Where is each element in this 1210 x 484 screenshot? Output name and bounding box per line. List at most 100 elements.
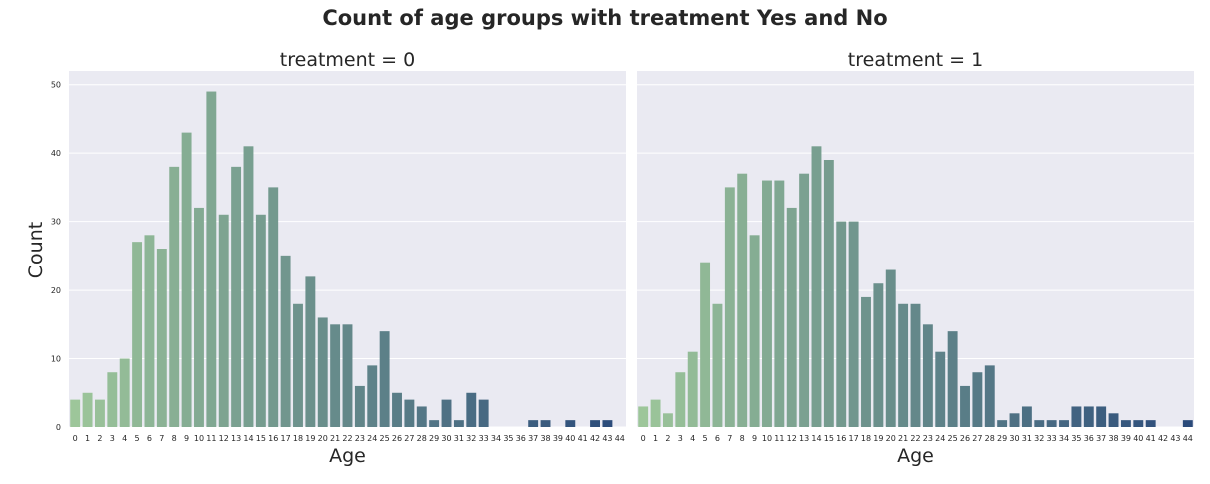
figure-title: Count of age groups with treatment Yes a… [322, 6, 888, 30]
x-tick-label: 8 [172, 434, 177, 443]
x-tick-label: 22 [910, 434, 920, 443]
x-tick-label: 33 [479, 434, 489, 443]
x-tick-label: 22 [342, 434, 352, 443]
x-tick-label: 5 [135, 434, 140, 443]
x-tick-label: 1 [653, 434, 658, 443]
x-tick-label: 4 [122, 434, 127, 443]
bar [602, 420, 613, 427]
x-tick-label: 38 [1108, 434, 1118, 443]
bar [650, 399, 661, 427]
x-tick-label: 18 [293, 434, 303, 443]
bar [786, 207, 797, 427]
x-tick-label: 0 [641, 434, 646, 443]
bar [984, 365, 995, 427]
x-tick-label: 28 [417, 434, 427, 443]
bar [774, 180, 785, 427]
bar [429, 420, 440, 427]
x-tick-label: 35 [1071, 434, 1081, 443]
x-tick-label: 12 [787, 434, 797, 443]
y-tick-label: 40 [51, 149, 61, 158]
x-tick-label: 2 [665, 434, 670, 443]
bar [910, 303, 921, 427]
bar [700, 262, 711, 427]
x-tick-label: 12 [219, 434, 229, 443]
bar [218, 214, 229, 427]
x-tick-label: 23 [355, 434, 365, 443]
panel-1: 0 1 2 3 4 5 6 7 8 9 10 11 12 13 14 15 16 17 18 19 20 21 22 23 24… [637, 49, 1194, 467]
x-tick-label: 20 [318, 434, 328, 443]
bar [1059, 420, 1069, 427]
x-tick-label: 31 [454, 434, 464, 443]
x-tick-label: 42 [1158, 434, 1168, 443]
x-tick-label: 39 [553, 434, 563, 443]
x-tick-label: 39 [1121, 434, 1131, 443]
x-tick-label: 7 [159, 434, 164, 443]
bar [724, 187, 735, 427]
bar [231, 166, 242, 427]
bar [305, 276, 316, 427]
x-tick-label: 13 [799, 434, 809, 443]
bar [960, 385, 970, 427]
x-tick-label: 28 [985, 434, 995, 443]
bar [1021, 406, 1032, 427]
bar [861, 296, 871, 427]
x-tick-label: 26 [960, 434, 970, 443]
bar [947, 331, 958, 427]
x-tick-label: 41 [1146, 434, 1156, 443]
panel-title: treatment = 1 [848, 49, 983, 71]
bar [1133, 420, 1144, 427]
x-tick-label: 11 [774, 434, 784, 443]
bar [823, 160, 834, 427]
x-tick-label: 2 [97, 434, 102, 443]
bar [132, 242, 143, 427]
x-tick-label: 42 [590, 434, 600, 443]
bar [638, 406, 649, 427]
bar [737, 173, 748, 427]
bar [540, 420, 551, 427]
x-tick-label: 21 [898, 434, 908, 443]
bar [466, 392, 477, 427]
bar [255, 214, 266, 427]
x-tick-label: 5 [703, 434, 708, 443]
x-tick-label: 14 [811, 434, 821, 443]
bar [885, 269, 896, 427]
x-tick-label: 43 [602, 434, 612, 443]
x-tick-label: 10 [194, 434, 204, 443]
x-tick-label: 38 [540, 434, 550, 443]
x-tick-label: 44 [615, 434, 625, 443]
x-tick-label: 7 [727, 434, 732, 443]
x-tick-label: 27 [972, 434, 982, 443]
x-tick-label: 40 [565, 434, 575, 443]
y-tick-label: 50 [51, 81, 61, 90]
bar [107, 372, 118, 427]
x-tick-label: 25 [948, 434, 958, 443]
x-tick-label: 21 [330, 434, 340, 443]
x-tick-label: 26 [392, 434, 402, 443]
bar [478, 399, 489, 427]
x-tick-label: 43 [1170, 434, 1180, 443]
bar [836, 221, 847, 427]
bar [675, 372, 686, 427]
x-tick-label: 18 [861, 434, 871, 443]
bar [1145, 420, 1156, 427]
x-tick-label: 31 [1022, 434, 1032, 443]
bar [280, 255, 291, 427]
bar [156, 249, 167, 427]
bar [342, 324, 353, 427]
x-tick-label: 9 [184, 434, 189, 443]
x-tick-label: 16 [836, 434, 846, 443]
bar [1034, 420, 1045, 427]
bar [94, 399, 105, 427]
x-tick-label: 29 [997, 434, 1007, 443]
x-tick-label: 3 [678, 434, 683, 443]
x-tick-label: 24 [367, 434, 377, 443]
x-tick-label: 9 [752, 434, 757, 443]
bar [293, 303, 303, 427]
bar [243, 146, 254, 427]
x-tick-label: 32 [466, 434, 476, 443]
x-tick-label: 30 [441, 434, 451, 443]
bar [662, 413, 673, 427]
x-tick-label: 44 [1183, 434, 1193, 443]
